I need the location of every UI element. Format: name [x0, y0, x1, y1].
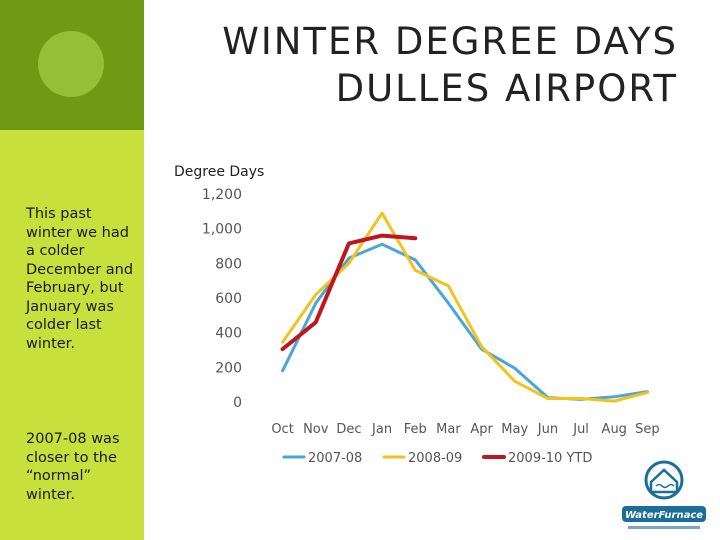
x-tick-label: Oct [271, 422, 293, 437]
brand-logo: WaterFurnace [622, 460, 706, 529]
x-tick-label: Aug [602, 422, 627, 437]
chart-title: Degree Days [174, 164, 264, 180]
series-line [281, 211, 649, 403]
logo-banner [622, 506, 706, 522]
x-tick-label: Sep [635, 422, 660, 437]
x-tick-label: Jan [371, 422, 392, 437]
y-tick-label: 800 [215, 256, 242, 272]
y-tick-label: 600 [215, 291, 242, 307]
legend: 2007-08 2008-09 2009-10 YTD [282, 451, 592, 466]
side-note-1: This past winter we had a colder Decembe… [26, 206, 134, 352]
degree-days-chart: Degree Days 0 200 400 600 800 1,000 1,200 Oct N… [174, 164, 660, 466]
x-axis: Oct Nov Dec Jan Feb Mar Apr May Jun Jul Aug Sep [271, 422, 659, 437]
x-tick-label: Feb [404, 422, 427, 437]
series-lines [280, 211, 649, 403]
x-tick-label: Apr [470, 422, 493, 437]
decorative-circle [38, 31, 104, 97]
y-tick-label: 1,000 [202, 222, 242, 238]
y-tick-label: 1,200 [202, 187, 242, 203]
x-tick-label: May [501, 422, 528, 437]
series-line [280, 233, 418, 352]
legend-label: 2009-10 YTD [508, 451, 592, 466]
x-tick-label: Dec [336, 422, 361, 437]
legend-label: 2008-09 [408, 451, 462, 466]
x-tick-label: Nov [303, 422, 329, 437]
x-tick-label: Jun [537, 422, 558, 437]
house-logo-icon [644, 460, 684, 500]
y-tick-label: 0 [233, 395, 242, 411]
logo-tagline [628, 526, 700, 529]
side-note-2: 2007-08 was closer to the “normal” winte… [26, 431, 120, 503]
x-tick-label: Mar [436, 422, 461, 437]
y-tick-label: 200 [215, 360, 242, 376]
sidebar-bottom [0, 130, 144, 540]
logo-brand-text: WaterFurnace [625, 510, 703, 521]
legend-label: 2007-08 [308, 451, 362, 466]
slide-title-line1: WINTER DEGREE DAYS [222, 20, 678, 63]
slide-title: WINTER DEGREE DAYS DULLES AIRPORT [158, 18, 678, 112]
y-tick-label: 400 [215, 326, 242, 342]
x-tick-label: Jul [572, 422, 589, 437]
slide-title-line2: DULLES AIRPORT [335, 67, 678, 110]
y-axis: 0 200 400 600 800 1,000 1,200 [202, 187, 242, 411]
